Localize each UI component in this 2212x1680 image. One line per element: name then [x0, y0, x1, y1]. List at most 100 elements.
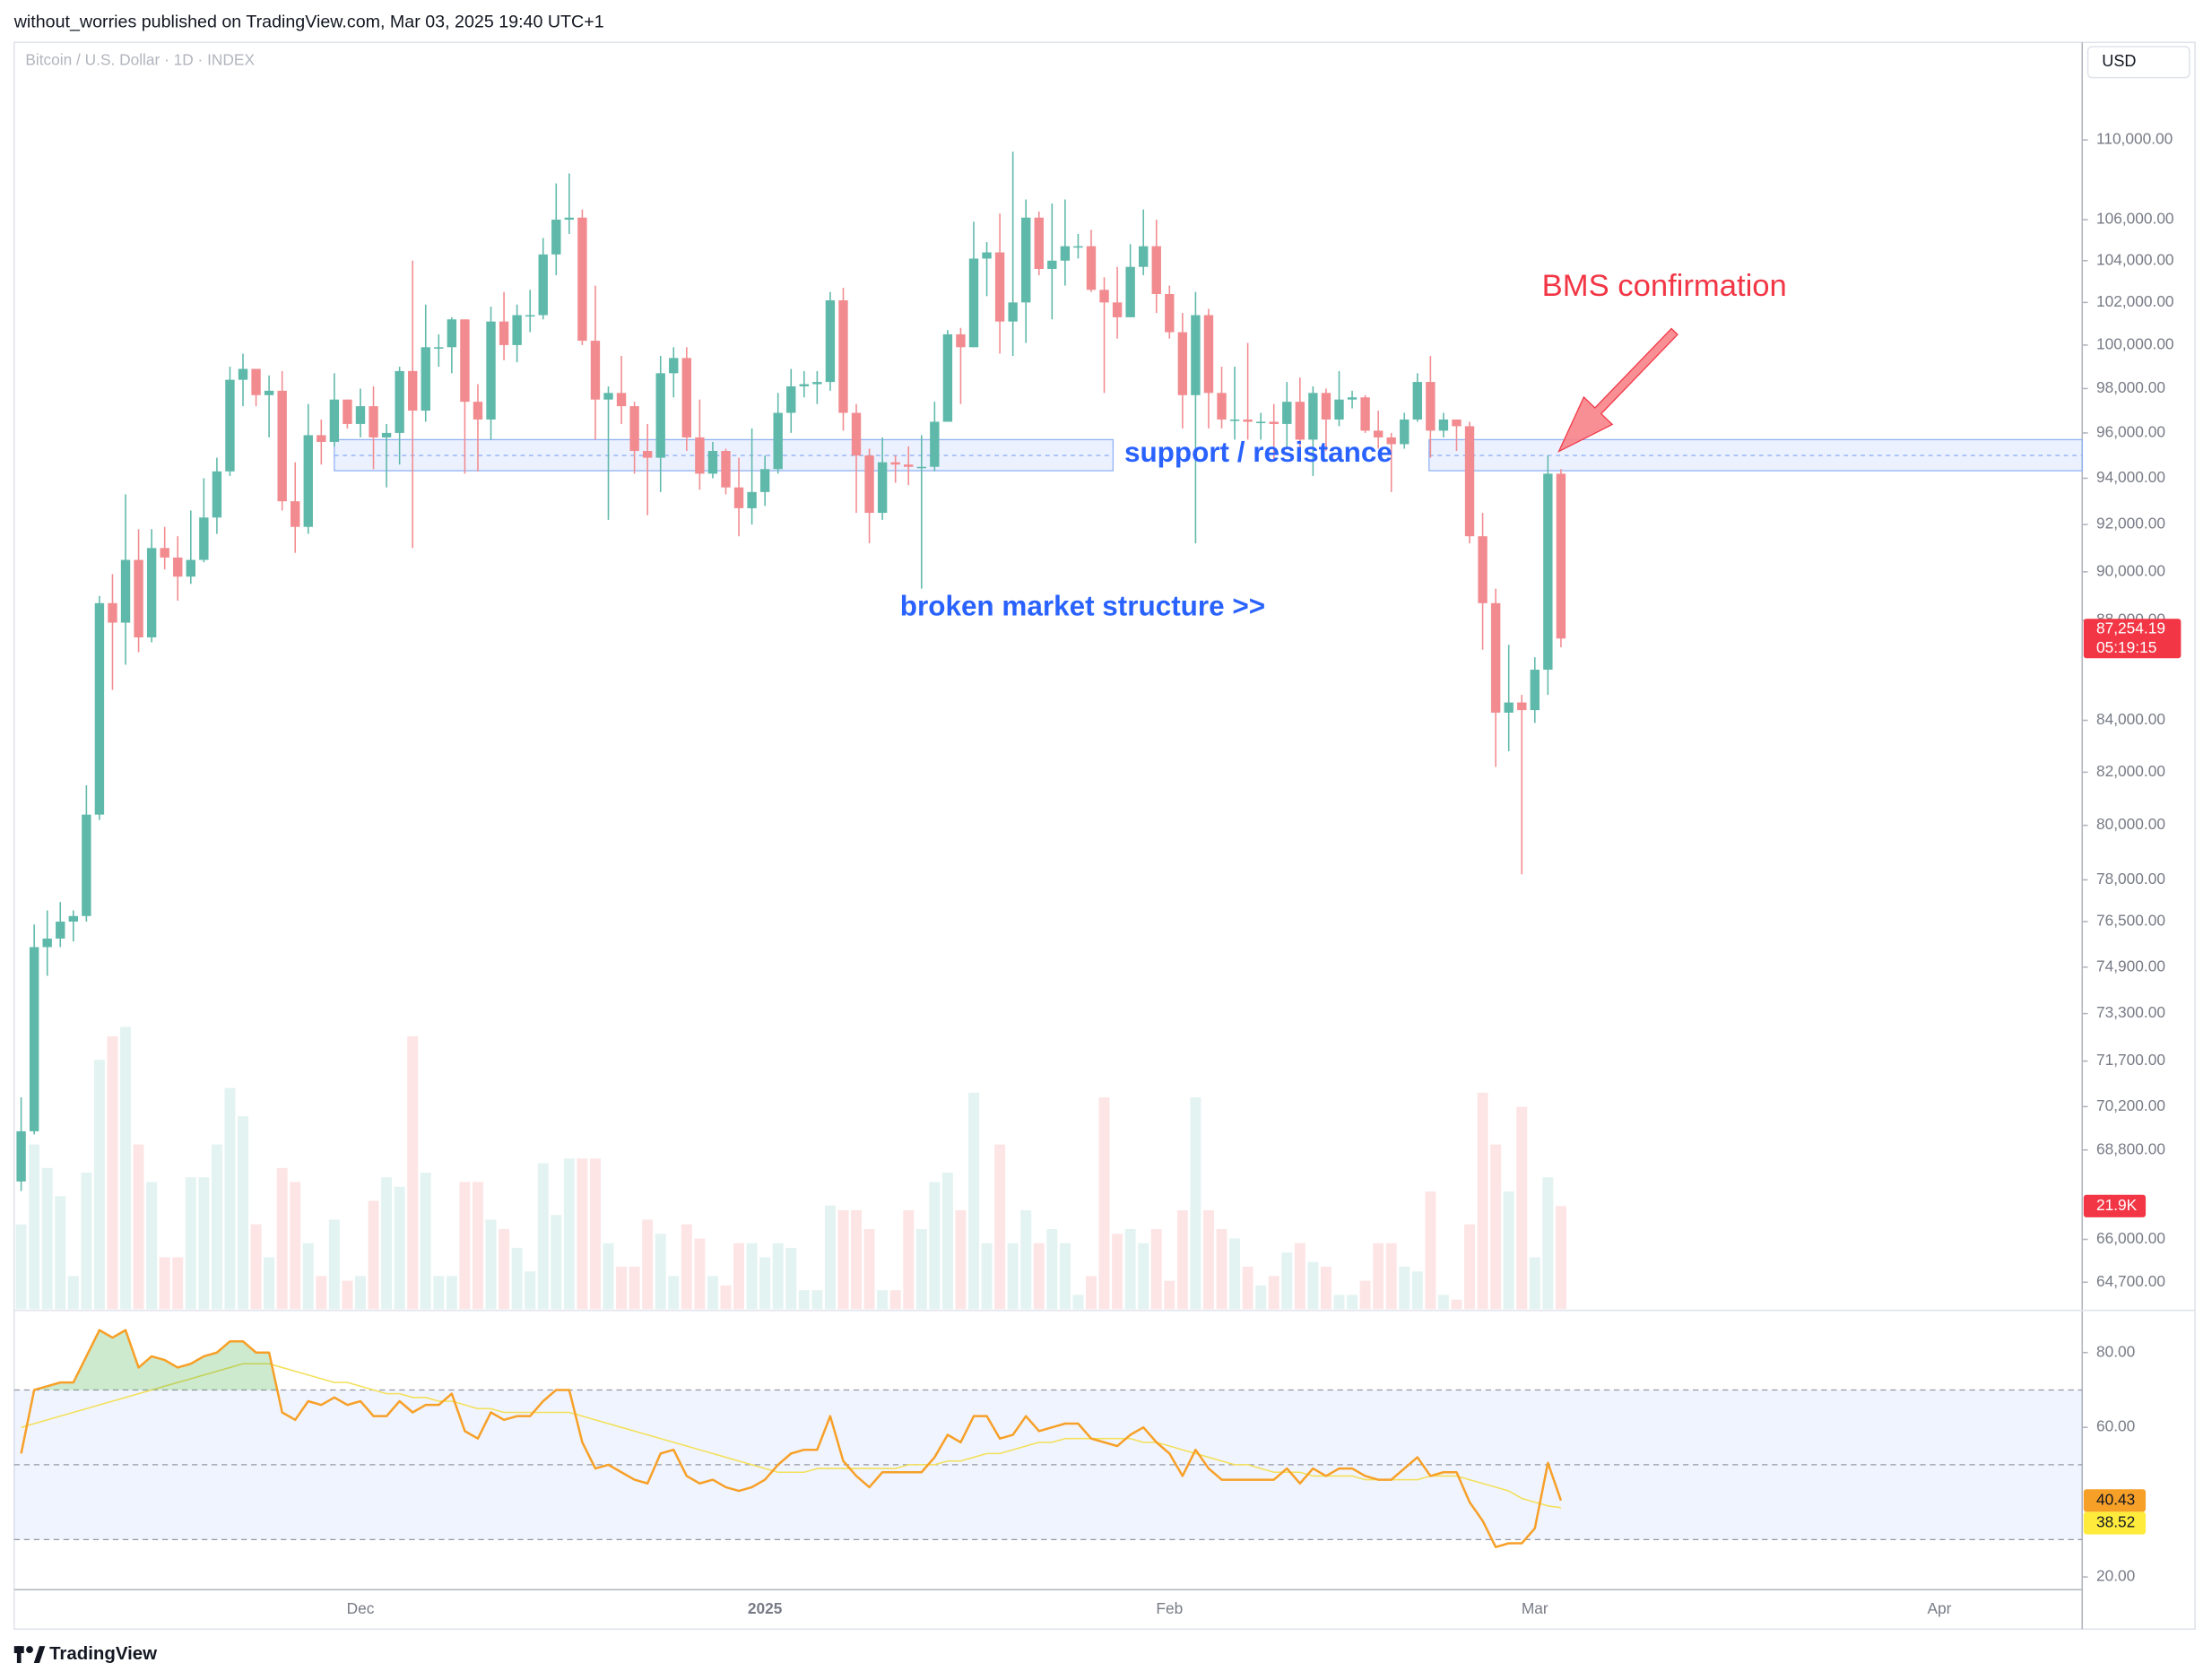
volume-bar — [1138, 1243, 1149, 1310]
volume-bar — [968, 1092, 979, 1310]
candle-body — [56, 922, 65, 939]
rsi-tick-label: 80.00 — [2096, 1342, 2135, 1360]
candle-body — [1530, 670, 1540, 711]
currency-label[interactable]: USD — [2102, 52, 2136, 70]
volume-bar — [1359, 1280, 1371, 1310]
candle-body — [1086, 246, 1097, 290]
volume-bar — [264, 1257, 275, 1310]
volume-bar — [1437, 1295, 1449, 1310]
volume-bar — [746, 1243, 758, 1310]
candle-body — [225, 379, 235, 472]
candle-body — [1321, 393, 1332, 420]
volume-bar — [863, 1228, 875, 1310]
volume-bar — [955, 1210, 967, 1310]
volume-bar — [81, 1173, 92, 1310]
volume-bar — [994, 1144, 1006, 1310]
candle-body — [968, 258, 979, 348]
volume-bar — [1124, 1228, 1136, 1310]
price-label: 87,254.19 — [2096, 619, 2165, 637]
candle-body — [82, 814, 91, 916]
symbol-title: Bitcoin / U.S. Dollar · 1D · INDEX — [25, 50, 255, 68]
volume-bar — [1255, 1285, 1267, 1310]
volume-bar — [1059, 1243, 1071, 1310]
candle-body — [538, 254, 548, 316]
volume-bar — [589, 1158, 601, 1310]
volume-bar — [1333, 1295, 1345, 1310]
volume-bar — [629, 1266, 640, 1310]
volume-bar — [29, 1144, 40, 1310]
annotation-zone: support / resistance — [1124, 437, 1392, 468]
candle-body — [1517, 702, 1527, 711]
candle-body — [499, 321, 509, 345]
currency-button[interactable] — [2086, 46, 2190, 79]
footer-brand: TradingView — [49, 1643, 157, 1664]
volume-bar — [185, 1177, 196, 1310]
x-tick-label: 2025 — [748, 1599, 783, 1617]
candle-body — [590, 341, 601, 400]
volume-bar — [824, 1205, 836, 1310]
candle-body — [655, 373, 665, 458]
volume-bar — [1373, 1243, 1384, 1310]
candle-body — [186, 559, 195, 577]
candle-body — [577, 217, 587, 342]
volume-bar — [342, 1280, 353, 1310]
candle-body — [134, 559, 143, 637]
y-tick-label: 82,000.00 — [2096, 762, 2165, 780]
candle-body — [851, 412, 862, 456]
volume-bar — [1411, 1271, 1423, 1310]
y-tick-label: 96,000.00 — [2096, 422, 2165, 440]
zone-box — [1428, 438, 2083, 472]
candle-body — [277, 390, 287, 502]
candle-body — [329, 399, 340, 442]
volume-bar — [1385, 1243, 1397, 1310]
rsi-line — [20, 1329, 1563, 1548]
x-tick-label: Mar — [1522, 1599, 1548, 1617]
candle-body — [408, 370, 418, 411]
candle-body — [1139, 246, 1149, 267]
y-tick-label: 73,300.00 — [2096, 1003, 2165, 1021]
volume-label-box — [2083, 1194, 2147, 1217]
candle-body — [381, 432, 392, 437]
volume-bar — [551, 1215, 562, 1310]
tradingview-logo — [13, 1646, 46, 1664]
volume-bar — [159, 1257, 170, 1310]
y-tick-label: 100,000.00 — [2096, 334, 2174, 352]
candle-body — [681, 358, 692, 437]
volume-bar — [1164, 1280, 1175, 1310]
volume-bar — [642, 1219, 654, 1310]
volume-bar — [877, 1290, 889, 1310]
candle-body — [1295, 402, 1306, 440]
volume-bar — [1399, 1266, 1410, 1310]
candle-body — [447, 319, 457, 348]
volume-bar — [355, 1276, 366, 1310]
volume-bar — [941, 1173, 953, 1310]
candle-body — [877, 462, 888, 514]
candle-body — [1373, 430, 1384, 437]
candle-body — [1334, 399, 1344, 420]
volume-bar — [577, 1158, 588, 1310]
candle-body — [916, 466, 926, 469]
candle-body — [1151, 246, 1161, 294]
candle-body — [1125, 266, 1135, 317]
candle-body — [1269, 421, 1279, 424]
candle-body — [42, 938, 52, 948]
volume-bar — [433, 1276, 445, 1310]
volume-bar — [276, 1167, 288, 1310]
candle-body — [291, 501, 300, 527]
volume-bar — [1347, 1295, 1358, 1310]
volume-bar — [1190, 1097, 1201, 1310]
candle-body — [1047, 260, 1057, 269]
volume-bar — [537, 1163, 549, 1310]
volume-bar — [67, 1276, 79, 1310]
candle-body — [825, 300, 836, 383]
volume-bar — [915, 1228, 927, 1310]
y-tick-label: 71,700.00 — [2096, 1051, 2165, 1069]
volume-bar — [1007, 1243, 1019, 1310]
candle-body — [695, 437, 705, 474]
candle-body — [251, 368, 261, 395]
volume-bar — [1046, 1228, 1058, 1310]
y-tick-label: 74,900.00 — [2096, 957, 2165, 974]
candle-body — [460, 319, 470, 403]
